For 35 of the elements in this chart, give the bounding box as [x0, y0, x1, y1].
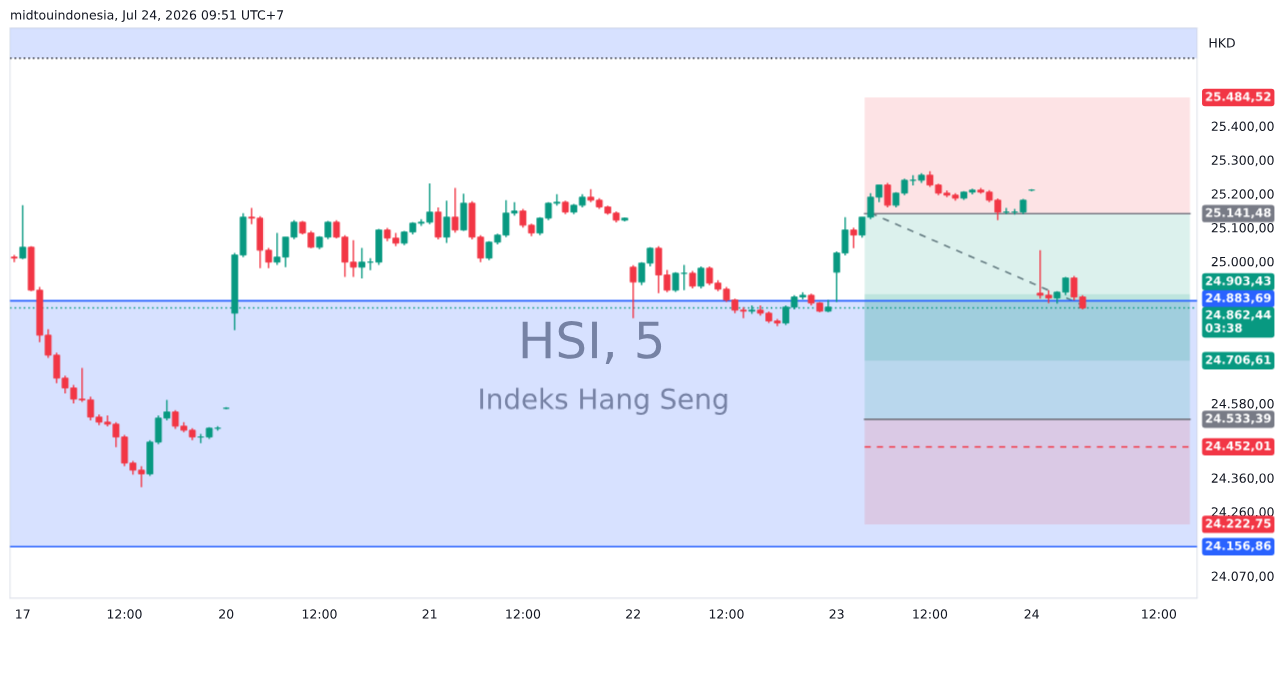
x-tick-label: 12:00 [1142, 609, 1177, 619]
band-label: 24.222,75 [1205, 518, 1271, 530]
x-tick-label: 12:00 [913, 609, 948, 619]
y-tick-label: 24.580,00 [1211, 398, 1274, 410]
y-tick-label: 25.000,00 [1211, 256, 1274, 268]
text: midtouindonesia, Jul 24, 2026 09:51 UTC+7 [11, 9, 284, 22]
x-tick-label: 21 [422, 609, 437, 619]
band-label: 24.706,61 [1205, 355, 1271, 366]
annotation: HSI, 5 [522, 321, 662, 364]
y-tick-label: 24.070,00 [1211, 571, 1274, 583]
y-tick-label: 25.400,00 [1211, 121, 1274, 133]
y-tick-label: 25.300,00 [1211, 155, 1274, 167]
band-label: 25.484,52 [1205, 92, 1271, 103]
ref-line-label: 24.862,44 03:38 [1205, 310, 1271, 333]
y-tick-label: 24.260,00 [1211, 507, 1274, 518]
ref-line-label: 24.156,86 [1205, 541, 1271, 552]
x-tick-label: 12:00 [302, 609, 337, 619]
x-tick-label: 17 [16, 609, 30, 619]
ref-line-label: 25.141,48 [1205, 208, 1271, 219]
y-tick-label: 24.360,00 [1211, 473, 1274, 485]
ref-line-label: 24.883,69 [1205, 293, 1271, 304]
ref-line-label: 24.533,39 [1205, 413, 1271, 425]
x-tick-label: 22 [626, 609, 640, 619]
x-tick-label: 24 [1024, 609, 1039, 619]
x-tick-label: 20 [219, 609, 234, 619]
text: HKD [1209, 38, 1235, 48]
ref-line-label: 24.452,01 [1205, 441, 1271, 452]
x-tick-label: 12:00 [709, 609, 744, 619]
band-label: 24.903,43 [1205, 276, 1271, 287]
x-tick-label: 12:00 [506, 609, 541, 619]
y-tick-label: 25.100,00 [1211, 223, 1274, 234]
y-tick-label: 25.200,00 [1211, 189, 1274, 200]
x-tick-label: 23 [829, 609, 844, 619]
annotation: Indeks Hang Seng [480, 387, 727, 415]
x-tick-label: 12:00 [107, 609, 142, 619]
